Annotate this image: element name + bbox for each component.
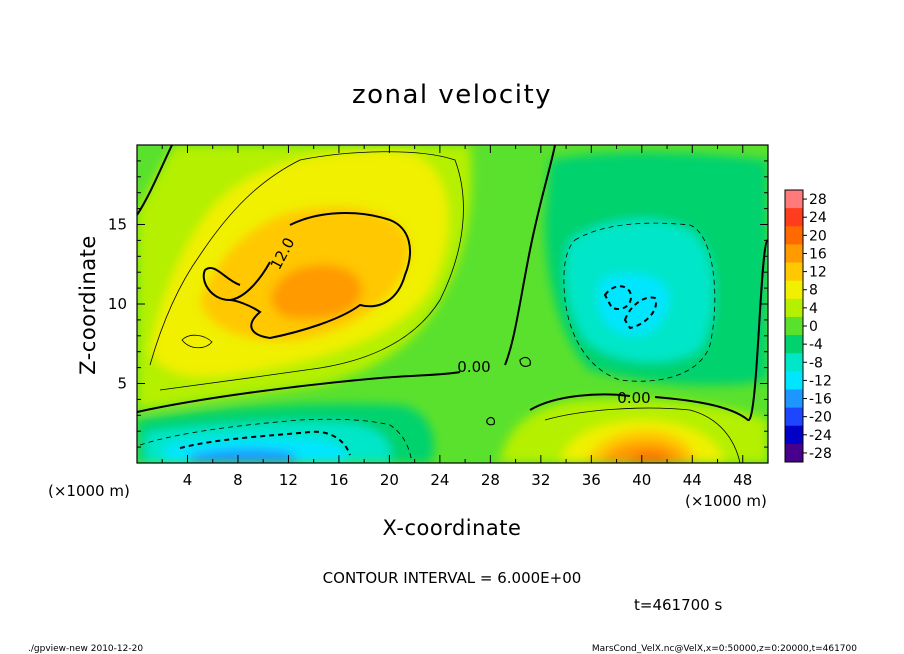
contour-lines bbox=[137, 145, 768, 463]
colorbar-label: -12 bbox=[809, 373, 832, 389]
contour-6-small bbox=[181, 334, 213, 349]
x-tick-label: 24 bbox=[430, 471, 449, 489]
colorbar-swatch bbox=[785, 226, 803, 245]
colorbar-swatch bbox=[785, 190, 803, 209]
colorbar-label: -4 bbox=[809, 337, 823, 353]
contour-interval-label: CONTOUR INTERVAL = 6.000E+00 bbox=[323, 569, 582, 587]
colorbar-label: 4 bbox=[809, 301, 818, 317]
y-tick-label: 15 bbox=[108, 216, 127, 234]
colorbar-label: -28 bbox=[809, 446, 832, 462]
colorbar-label: -8 bbox=[809, 355, 823, 371]
contour-zero-main bbox=[137, 145, 556, 413]
field-region-red-core-low-right bbox=[625, 452, 670, 463]
colorbar-label: 16 bbox=[809, 246, 827, 262]
contour-label-zero-center: 0.00 bbox=[457, 358, 490, 376]
colorbar-label: 8 bbox=[809, 283, 818, 299]
footer-left: ./gpview-new 2010-12-20 bbox=[28, 644, 143, 654]
x-axis-label: X-coordinate bbox=[383, 516, 522, 540]
x-tick-label: 44 bbox=[683, 471, 702, 489]
x-tick-label: 32 bbox=[531, 471, 550, 489]
colorbar-swatch bbox=[785, 407, 803, 427]
colorbar-swatch bbox=[785, 335, 803, 354]
colorbar-swatch bbox=[785, 389, 803, 409]
velocity-field bbox=[137, 145, 768, 463]
field-region-cyan-upper-right bbox=[598, 273, 669, 336]
time-label: t=461700 s bbox=[634, 596, 722, 614]
contour-neg12-upper-right bbox=[603, 285, 657, 330]
field-region-blue-core bbox=[190, 448, 300, 463]
colorbar-label: 24 bbox=[809, 210, 827, 226]
x-tick-label: 48 bbox=[733, 471, 752, 489]
contour-label-zero-right: 0.00 bbox=[617, 389, 650, 407]
colorbar-label: 20 bbox=[809, 228, 827, 244]
y-tick-label: 10 bbox=[108, 295, 127, 313]
footer-right: MarsCond_VelX.nc@VelX,x=0:50000,z=0:2000… bbox=[592, 644, 857, 654]
contour-neg6-upper-right bbox=[563, 222, 716, 382]
x-tick-label: 20 bbox=[380, 471, 399, 489]
colorbar-swatch bbox=[785, 353, 803, 372]
x-tick-label: 12 bbox=[279, 471, 298, 489]
contour-center-blob-2 bbox=[486, 416, 495, 426]
contour-neg6-low bbox=[139, 418, 413, 463]
colorbar-swatch bbox=[785, 371, 803, 390]
colorbar-swatch bbox=[785, 244, 803, 264]
colorbar-label: -20 bbox=[809, 410, 832, 426]
colorbar-swatch bbox=[785, 280, 803, 300]
contour-neg12-low bbox=[179, 430, 351, 456]
contour-zero-left-edge bbox=[137, 145, 173, 216]
x-tick-label: 36 bbox=[582, 471, 601, 489]
contour-12 bbox=[202, 212, 411, 340]
colorbar-label: 12 bbox=[809, 265, 827, 281]
colorbar-label: -16 bbox=[809, 392, 832, 408]
colorbar-label: 28 bbox=[809, 192, 827, 208]
y-tick-label: 5 bbox=[117, 375, 127, 393]
colorbar-swatch bbox=[785, 298, 803, 318]
contour-zero-right-arc bbox=[529, 239, 768, 422]
x-tick-label: 16 bbox=[329, 471, 348, 489]
y-unit-label: (×1000 m) bbox=[48, 482, 130, 500]
colorbar-label: -24 bbox=[809, 428, 832, 444]
y-tick-labels: 5 10 15 bbox=[108, 216, 127, 393]
chart-title: zonal velocity bbox=[352, 80, 552, 110]
x-tick-label: 40 bbox=[632, 471, 651, 489]
contour-6 bbox=[149, 151, 464, 391]
y-axis-label: Z-coordinate bbox=[76, 235, 100, 375]
colorbar-label: 0 bbox=[809, 319, 818, 335]
x-tick-label: 28 bbox=[481, 471, 500, 489]
colorbar-swatch bbox=[785, 443, 803, 463]
axis-ticks bbox=[137, 145, 768, 463]
colorbar-swatch bbox=[785, 316, 803, 336]
colorbar: 28 24 20 16 12 8 4 0 -4 -8 -12 -16 -20 -24 -28 bbox=[784, 189, 832, 463]
contour-center-blob-1 bbox=[519, 356, 531, 367]
x-tick-labels: 4 8 12 16 20 24 28 32 36 40 44 48 bbox=[183, 471, 753, 489]
contour-6-right-band bbox=[544, 407, 741, 463]
x-tick-label: 8 bbox=[233, 471, 243, 489]
colorbar-swatch bbox=[785, 208, 803, 227]
x-unit-label: (×1000 m) bbox=[685, 492, 767, 510]
x-tick-label: 4 bbox=[183, 471, 193, 489]
colorbar-swatch bbox=[785, 425, 803, 445]
colorbar-swatch bbox=[785, 262, 803, 282]
field-region-jet-core bbox=[270, 264, 362, 319]
